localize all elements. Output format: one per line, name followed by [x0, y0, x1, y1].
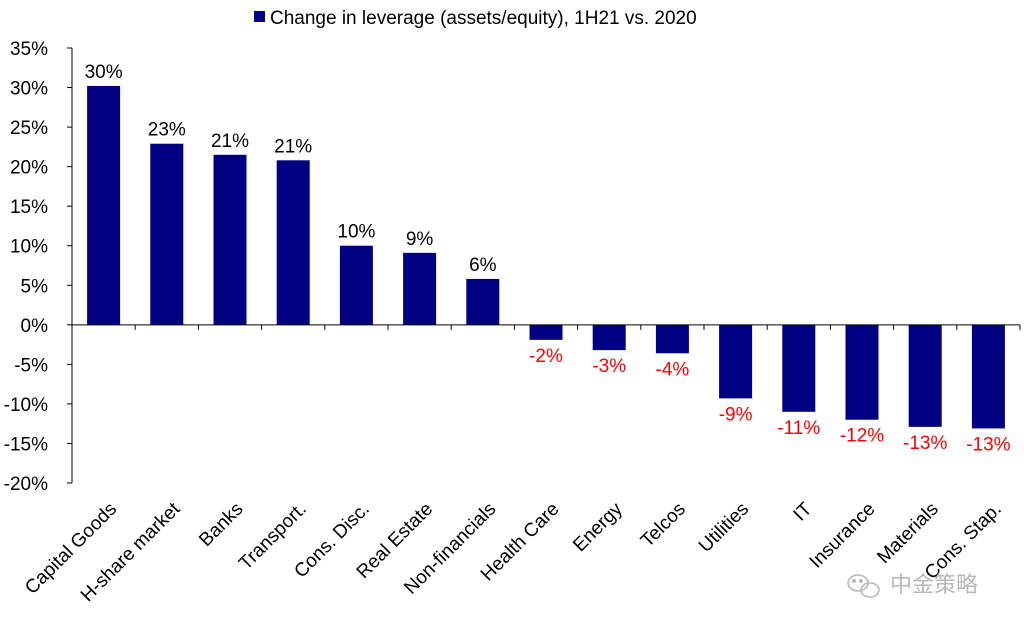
bar: [655, 324, 689, 354]
bar: [276, 160, 310, 325]
wechat-icon: [847, 574, 880, 598]
bar: [403, 252, 437, 325]
watermark: 中金策略: [847, 573, 978, 598]
data-label: -12%: [840, 426, 884, 447]
x-tick-label: Utilities: [695, 499, 753, 557]
data-label: -9%: [719, 404, 753, 425]
data-label: -3%: [592, 356, 626, 377]
bar: [87, 85, 121, 325]
y-tick-label: 25%: [10, 118, 48, 139]
y-tick-label: 35%: [10, 39, 48, 60]
bar: [213, 154, 247, 325]
bar: [150, 143, 184, 325]
y-tick-label: -15%: [4, 434, 48, 455]
data-label: -2%: [529, 346, 563, 367]
y-tick-label: 15%: [10, 197, 48, 218]
x-tick-label: IT: [790, 498, 817, 525]
bar: [529, 324, 563, 340]
y-tick-label: -10%: [4, 395, 48, 416]
bars: [87, 85, 1005, 429]
bar: [782, 324, 816, 412]
data-label: -13%: [966, 434, 1010, 455]
x-tick-label: Banks: [195, 499, 247, 551]
y-tick-label: 30%: [10, 79, 48, 100]
y-axis: 35% 30% 25% 20% 15% 10% 5% 0% -5% -10% -15% -20%: [4, 39, 73, 495]
bar: [466, 278, 500, 325]
y-tick-label: -5%: [14, 355, 48, 376]
legend: Change in leverage (assets/equity), 1H21…: [254, 8, 697, 29]
y-tick-label: -20%: [4, 474, 48, 495]
data-label: 21%: [211, 131, 249, 152]
bar: [971, 324, 1005, 429]
bar: [339, 245, 373, 325]
x-tick-label: Telcos: [637, 499, 690, 552]
data-label: 10%: [337, 222, 375, 243]
data-label: 6%: [469, 255, 497, 276]
data-label: 30%: [85, 62, 123, 83]
x-tick-label: Insurance: [806, 499, 880, 573]
data-label: -11%: [777, 418, 820, 439]
watermark-text: 中金策略: [890, 573, 978, 598]
y-tick-label: 0%: [21, 316, 49, 337]
x-axis: [71, 324, 1021, 330]
bar: [908, 324, 942, 427]
x-tick-label: Energy: [569, 498, 627, 556]
data-labels: 30%23%21% 21%10% 9%6%-2% -3% -4%-9%-11% -12% -…: [85, 62, 1011, 455]
bar: [845, 324, 879, 420]
legend-swatch: [254, 11, 265, 22]
legend-label: Change in leverage (assets/equity), 1H21…: [270, 8, 697, 29]
y-tick-label: 10%: [10, 237, 48, 258]
bar: [592, 324, 626, 351]
data-label: 9%: [406, 229, 434, 250]
data-label: 23%: [148, 120, 186, 141]
y-tick-label: 5%: [21, 276, 49, 297]
data-label: -13%: [903, 433, 947, 454]
y-tick-label: 20%: [10, 158, 48, 179]
data-label: 21%: [274, 136, 312, 157]
bar: [719, 324, 753, 399]
data-label: -4%: [656, 359, 690, 380]
